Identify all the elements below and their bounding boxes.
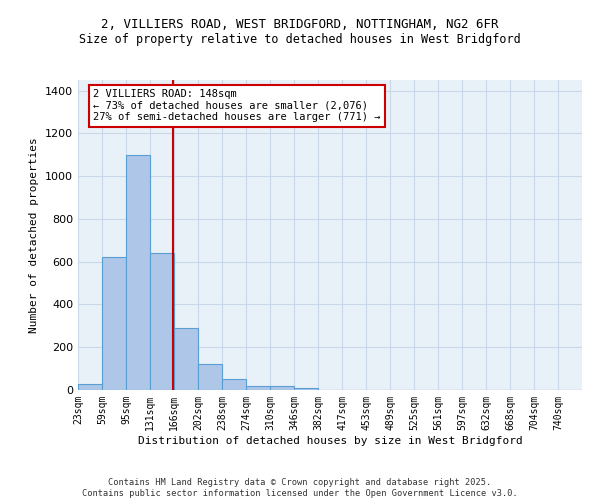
Bar bbox=[126, 155, 150, 390]
Bar bbox=[198, 364, 222, 390]
Text: Contains HM Land Registry data © Crown copyright and database right 2025.
Contai: Contains HM Land Registry data © Crown c… bbox=[82, 478, 518, 498]
Bar bbox=[294, 388, 318, 390]
Bar bbox=[78, 384, 102, 390]
Text: 2 VILLIERS ROAD: 148sqm
← 73% of detached houses are smaller (2,076)
27% of semi: 2 VILLIERS ROAD: 148sqm ← 73% of detache… bbox=[93, 90, 380, 122]
Bar bbox=[246, 386, 270, 390]
Bar bbox=[174, 328, 198, 390]
Bar bbox=[222, 380, 246, 390]
Text: 2, VILLIERS ROAD, WEST BRIDGFORD, NOTTINGHAM, NG2 6FR: 2, VILLIERS ROAD, WEST BRIDGFORD, NOTTIN… bbox=[101, 18, 499, 30]
X-axis label: Distribution of detached houses by size in West Bridgford: Distribution of detached houses by size … bbox=[137, 436, 523, 446]
Bar bbox=[150, 253, 174, 390]
Bar bbox=[270, 386, 294, 390]
Bar bbox=[102, 258, 126, 390]
Text: Size of property relative to detached houses in West Bridgford: Size of property relative to detached ho… bbox=[79, 32, 521, 46]
Y-axis label: Number of detached properties: Number of detached properties bbox=[29, 137, 40, 333]
